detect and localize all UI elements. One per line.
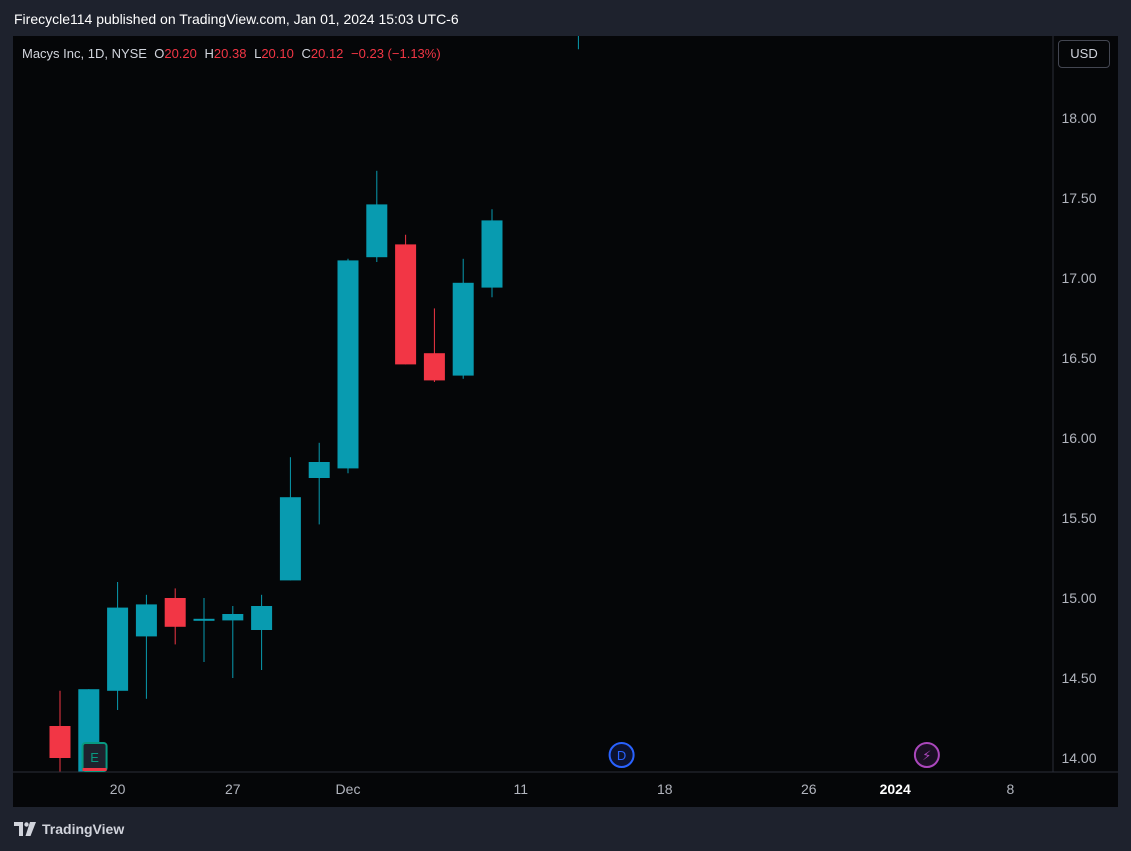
split-icon-bolt: ⚡ [922,749,931,764]
tradingview-brand: TradingView [42,821,125,837]
time-tick-label: 11 [514,781,529,797]
time-tick-label: 8 [1007,781,1015,797]
candle-body[interactable] [251,606,273,630]
price-tick-label: 14.50 [1061,670,1096,686]
time-tick-label: 2024 [880,781,911,797]
candle-body[interactable] [107,607,129,691]
time-tick-label: 18 [657,781,673,797]
open-value: 20.20 [164,46,197,61]
close-label: C [301,46,311,61]
high-value: 20.38 [213,46,247,61]
price-tick-label: 16.00 [1061,430,1096,446]
candle-body[interactable] [366,204,388,258]
publisher-line: Firecycle114 published on TradingView.co… [14,11,459,27]
candle-body[interactable] [279,497,301,581]
candle-body[interactable] [164,598,186,627]
axes: 14.00 14.50 15.00 15.50 16.00 16.50 17.00 17.50… [13,36,1118,797]
candle-body[interactable] [395,244,417,365]
time-tick-label: 27 [225,781,241,797]
price-tick-label: 14.00 [1061,750,1096,766]
earnings-icon-letter: E [90,750,99,765]
candle-body[interactable] [481,220,503,288]
open-label: O [154,46,165,61]
time-tick-label: Dec [336,781,361,797]
chart-frame[interactable] [13,36,1118,807]
candle-body[interactable] [193,618,215,621]
top-header [0,0,1131,36]
price-tick-label: 17.50 [1061,190,1096,206]
time-tick-label: 26 [801,781,817,797]
candle-body[interactable] [337,260,359,469]
price-tick-label: 15.00 [1061,590,1096,606]
tradingview-logo[interactable]: TradingView [14,821,124,837]
symbol-name: Macys Inc, 1D, NYSE [22,46,147,61]
time-tick-label: 20 [110,781,126,797]
earnings-icon-bar [82,768,107,771]
candle-body[interactable] [308,462,330,478]
low-label: L [254,46,262,61]
price-tick-label: 18.00 [1061,110,1096,126]
symbol-legend: Macys Inc, 1D, NYSE O20.20 H20.38 L20.10… [22,46,445,61]
currency-button[interactable]: USD [1058,40,1110,68]
price-tick-label: 15.50 [1061,510,1096,526]
candle-body[interactable] [222,614,244,621]
bottom-bar [0,807,1131,851]
high-label: H [204,46,214,61]
candle-body[interactable] [135,604,157,637]
change-value: −0.23 (−1.13%) [351,46,441,61]
close-value: 20.12 [310,46,344,61]
candle-body[interactable] [49,726,71,758]
candle-body[interactable] [452,282,474,376]
price-tick-label: 17.00 [1061,270,1096,286]
price-tick-label: 16.50 [1061,350,1096,366]
candle-body[interactable] [423,353,445,381]
dividend-icon-letter: D [617,748,626,763]
event-markers: E D ⚡ [81,742,940,772]
tradingview-logo-icon [14,822,36,836]
dividend-icon[interactable] [608,742,635,768]
low-value: 20.10 [261,46,294,61]
split-icon[interactable] [913,742,940,768]
candles [49,36,579,772]
